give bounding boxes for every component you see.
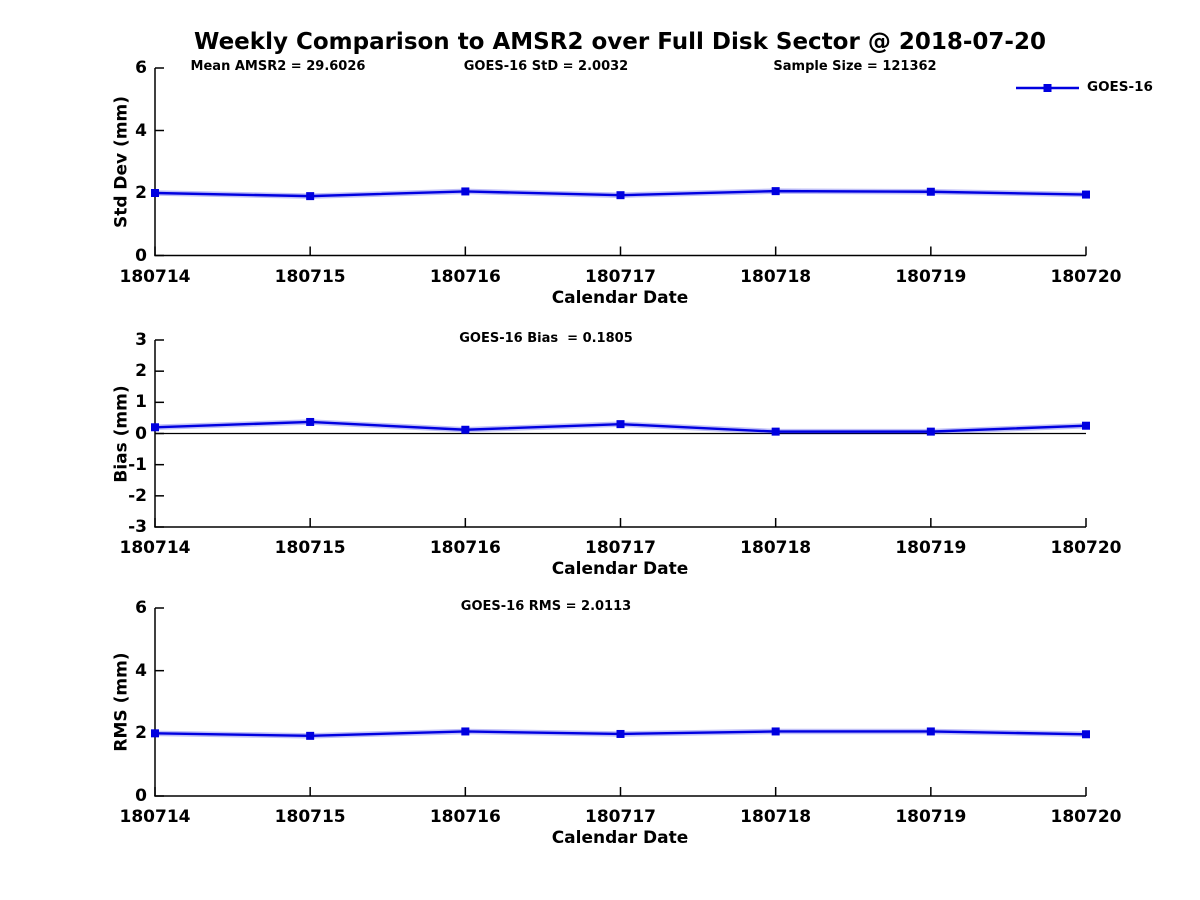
x-tick-label: 180718 bbox=[740, 807, 812, 827]
x-tick-label: 180720 bbox=[1050, 266, 1122, 287]
y-axis-label: RMS (mm) bbox=[111, 652, 132, 752]
x-tick-label: 180714 bbox=[119, 538, 191, 558]
x-axis-label: Calendar Date bbox=[551, 828, 689, 848]
y-tick-label: 2 bbox=[135, 723, 147, 744]
data-point-marker bbox=[926, 727, 935, 736]
y-tick-label: 0 bbox=[135, 245, 147, 266]
x-tick-label: 180718 bbox=[740, 266, 812, 287]
data-point-marker bbox=[926, 187, 935, 196]
y-tick-label: 0 bbox=[135, 786, 147, 806]
x-tick-label: 180720 bbox=[1050, 538, 1122, 558]
y-tick-label: -3 bbox=[128, 517, 147, 537]
y-tick-label: -2 bbox=[128, 485, 147, 506]
y-tick-label: 3 bbox=[135, 330, 147, 350]
data-point-marker bbox=[1082, 421, 1090, 430]
figure-title: Weekly Comparison to AMSR2 over Full Dis… bbox=[194, 29, 1046, 55]
y-tick-label: 6 bbox=[135, 58, 147, 78]
x-tick-label: 180718 bbox=[740, 538, 812, 558]
y-axis-label: Bias (mm) bbox=[111, 384, 132, 483]
x-tick-label: 180719 bbox=[895, 807, 967, 827]
data-point-marker bbox=[771, 727, 780, 736]
y-axis-label: Std Dev (mm) bbox=[111, 95, 132, 228]
data-point-marker bbox=[1082, 730, 1090, 739]
data-point-marker bbox=[306, 731, 315, 740]
data-point-marker bbox=[1082, 190, 1090, 199]
x-tick-label: 180714 bbox=[119, 266, 191, 287]
y-tick-label: 4 bbox=[135, 660, 147, 681]
x-tick-label: 180717 bbox=[585, 266, 656, 287]
x-axis-label: Calendar Date bbox=[551, 287, 689, 308]
y-tick-label: 0 bbox=[135, 423, 147, 444]
annotation: GOES-16 RMS = 2.0113 bbox=[460, 599, 632, 614]
x-axis-label: Calendar Date bbox=[551, 559, 689, 579]
x-tick-label: 180716 bbox=[429, 807, 501, 827]
data-point-marker bbox=[616, 729, 625, 738]
x-tick-label: 180715 bbox=[274, 538, 346, 558]
x-tick-label: 180719 bbox=[895, 538, 967, 558]
x-tick-label: 180715 bbox=[274, 266, 346, 287]
annotation: Sample Size = 121362 bbox=[773, 59, 937, 74]
x-tick-label: 180719 bbox=[895, 266, 967, 287]
y-tick-label: 2 bbox=[135, 183, 147, 203]
data-point-marker bbox=[926, 427, 935, 436]
x-tick-label: 180720 bbox=[1050, 807, 1122, 827]
y-tick-label: 1 bbox=[135, 392, 147, 413]
data-point-marker bbox=[151, 189, 159, 197]
annotation: GOES-16 Bias = 0.1805 bbox=[459, 331, 633, 346]
annotation: Mean AMSR2 = 29.6026 bbox=[190, 59, 366, 74]
y-tick-label: -1 bbox=[128, 454, 147, 475]
x-tick-label: 180717 bbox=[585, 807, 656, 827]
x-tick-label: 180714 bbox=[119, 807, 191, 827]
data-point-marker bbox=[771, 427, 780, 436]
data-point-marker bbox=[306, 192, 315, 201]
data-point-marker bbox=[306, 417, 315, 426]
x-tick-label: 180715 bbox=[274, 807, 346, 827]
data-point-marker bbox=[461, 425, 470, 434]
y-tick-label: 2 bbox=[135, 361, 147, 382]
data-point-marker bbox=[616, 420, 625, 429]
legend-label: GOES-16 bbox=[1087, 79, 1153, 95]
x-tick-label: 180717 bbox=[585, 538, 656, 558]
data-point-marker bbox=[616, 191, 625, 200]
y-tick-label: 6 bbox=[135, 598, 147, 618]
legend-marker-icon bbox=[1043, 84, 1052, 92]
x-tick-label: 180716 bbox=[429, 266, 501, 287]
data-point-marker bbox=[151, 729, 159, 738]
annotation: GOES-16 StD = 2.0032 bbox=[463, 59, 629, 74]
data-point-marker bbox=[771, 187, 780, 196]
data-point-marker bbox=[151, 423, 159, 432]
data-point-marker bbox=[461, 727, 470, 736]
x-tick-label: 180716 bbox=[429, 538, 501, 558]
data-point-marker bbox=[461, 187, 470, 196]
y-tick-label: 4 bbox=[135, 120, 147, 141]
